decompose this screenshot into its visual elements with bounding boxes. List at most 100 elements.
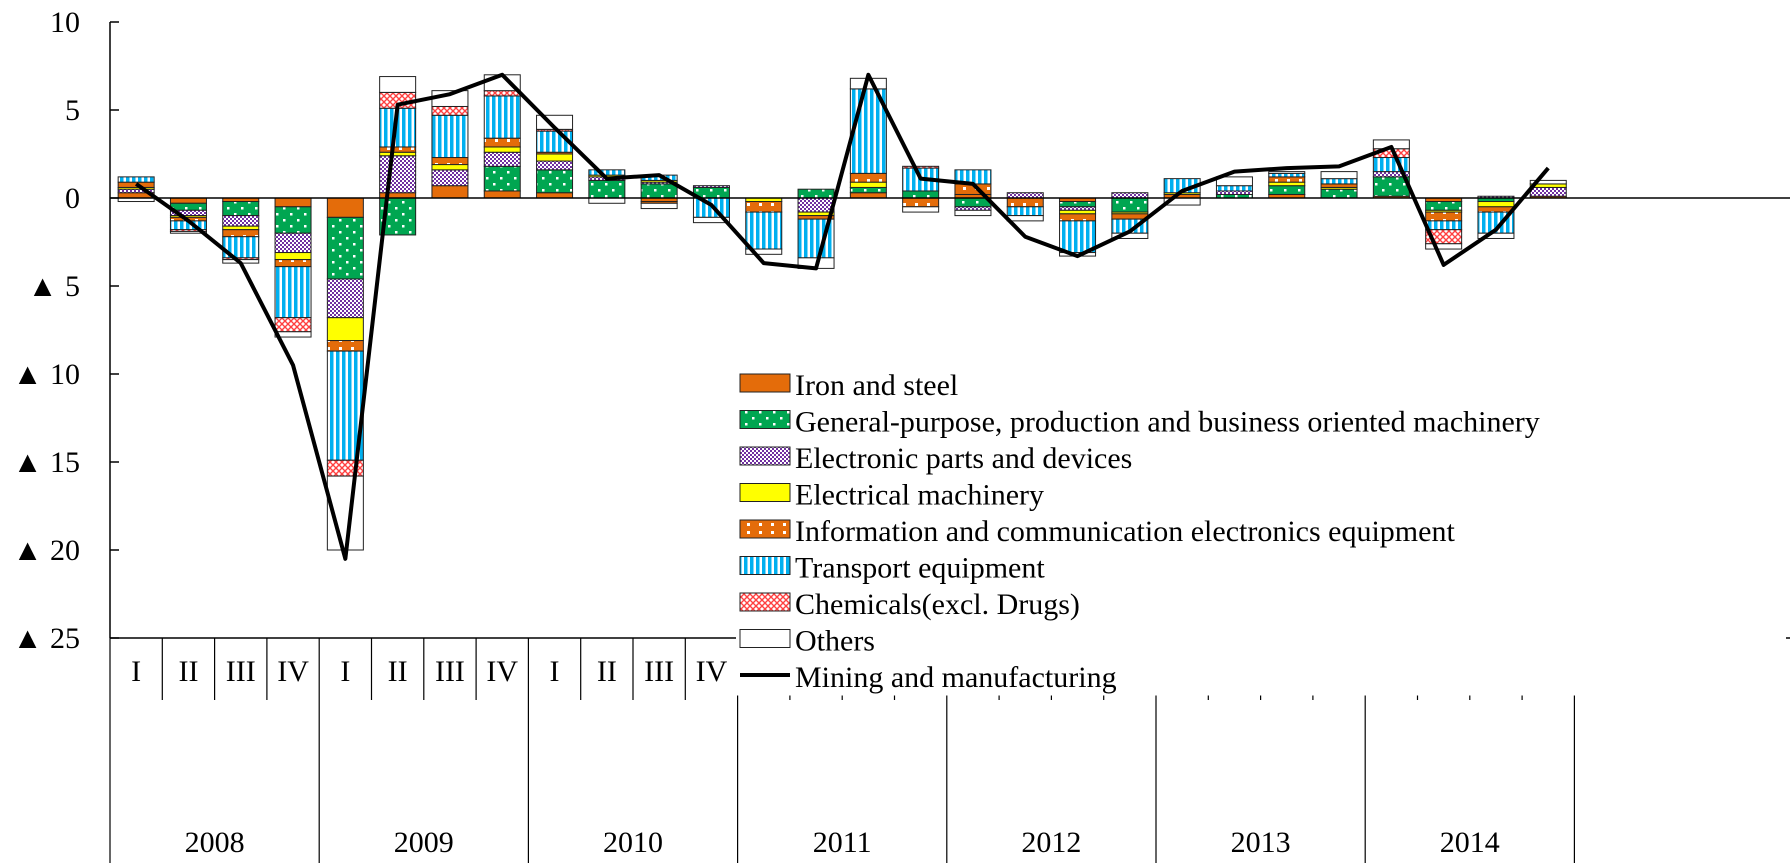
bar-segment-s7-q22 (1268, 171, 1306, 174)
bar-segment-s5-q7 (483, 95, 521, 139)
quarter-label-8: I (550, 655, 560, 688)
bar-segment-s6-q3 (274, 317, 312, 333)
legend-swatch-0 (739, 373, 791, 393)
bar-segment-s4-q5 (379, 146, 417, 153)
y-tick-label-0: 10 (50, 6, 80, 39)
bar-segment-s4-q12 (745, 201, 783, 213)
bar-segment-s5-q3 (274, 266, 312, 319)
bar-segment-s7-q5 (379, 76, 417, 93)
quarter-label-6: III (435, 655, 465, 688)
bar-segment-s1-q13 (797, 188, 835, 199)
bar-segment-s0-q6 (431, 185, 469, 199)
bar-segment-s0-q8 (536, 192, 574, 199)
bar-segment-s0-q14 (849, 192, 887, 199)
bar-segment-s3-q26 (1477, 201, 1515, 208)
bar-segment-s3-q5 (379, 151, 417, 157)
bar-segment-s5-q12 (745, 211, 783, 250)
bar-segment-s4-q19 (1111, 213, 1149, 220)
bar-segment-s1-q18 (1059, 201, 1097, 208)
legend-swatch-5 (739, 556, 791, 575)
bar-segment-s1-q10 (640, 183, 678, 199)
bar-segment-s5-q0 (117, 176, 155, 183)
bar-segment-s3-q6 (431, 164, 469, 171)
bar-segment-s3-q14 (849, 181, 887, 188)
bar-segment-s5-q18 (1059, 220, 1097, 254)
bar-segment-s4-q17 (1006, 197, 1044, 208)
bar-segment-s2-q2 (222, 215, 260, 227)
y-tick-label-1: 5 (65, 94, 80, 127)
legend-label-2: Electronic parts and devices (795, 442, 1132, 475)
bar-segment-s7-q11 (692, 216, 730, 224)
year-label-2014: 2014 (1440, 826, 1500, 859)
legend-label-1: General-purpose, production and business… (795, 406, 1540, 439)
legend-label-7: Others (795, 625, 875, 658)
bar-segment-s6-q15 (902, 165, 940, 169)
quarter-label-9: II (597, 655, 617, 688)
bar-segment-s7-q16 (954, 209, 992, 217)
legend-label-6: Chemicals(excl. Drugs) (795, 588, 1080, 621)
bar-segment-s1-q8 (536, 169, 574, 194)
bar-segment-s5-q24 (1372, 157, 1410, 173)
legend-swatch-3 (739, 483, 791, 502)
bar-segment-s4-q4 (326, 340, 364, 352)
bar-segment-s4-q2 (222, 229, 260, 238)
y-tick-label-3: ▲ 5 (28, 270, 80, 303)
bar-segment-s2-q7 (483, 151, 521, 167)
bar-segment-s1-q4 (326, 216, 364, 280)
quarter-label-10: III (644, 655, 674, 688)
legend-label-3: Electrical machinery (795, 479, 1044, 512)
bar-segment-s3-q22 (1268, 181, 1306, 187)
bar-segment-s6-q6 (431, 105, 469, 116)
bar-segment-s7-q10 (640, 202, 678, 210)
quarter-label-0: I (131, 655, 141, 688)
bar-segment-s5-q25 (1425, 220, 1463, 231)
legend-label-5: Transport equipment (795, 552, 1045, 585)
bar-segment-s7-q17 (1006, 215, 1044, 222)
legend-label-4: Information and communication electronic… (795, 515, 1455, 548)
legend-swatch-6 (739, 592, 791, 612)
bar-segment-s6-q7 (483, 90, 521, 97)
bar-segment-s4-q18 (1059, 213, 1097, 222)
bar-segment-s1-q19 (1111, 197, 1149, 213)
bar-segment-s2-q27 (1529, 186, 1567, 197)
bar-segment-s2-q4 (326, 278, 364, 319)
bar-segment-s5-q22 (1268, 172, 1306, 178)
bar-segment-s3-q4 (326, 317, 364, 342)
bar-segment-s4-q3 (274, 259, 312, 268)
bar-segment-s7-q21 (1215, 176, 1253, 187)
bar-segment-s2-q6 (431, 169, 469, 187)
legend: Iron and steel General-purpose, productio… (736, 359, 1786, 696)
bar-segment-s5-q6 (431, 114, 469, 159)
bar-segment-s4-q26 (1477, 206, 1515, 213)
bar-segment-s2-q8 (536, 160, 574, 171)
bar-segment-s0-q3 (274, 197, 312, 208)
bar-segment-s4-q22 (1268, 176, 1306, 183)
quarter-label-3: IV (277, 655, 309, 688)
bar-segment-s1-q23 (1320, 188, 1358, 199)
bar-segment-s2-q16 (954, 206, 992, 211)
bars-layer (117, 74, 1567, 551)
bar-segment-s4-q25 (1425, 211, 1463, 222)
bar-segment-s7-q27 (1529, 179, 1567, 185)
bar-segment-s7-q15 (902, 206, 940, 213)
year-label-2012: 2012 (1021, 826, 1081, 859)
quarter-label-1: II (178, 655, 198, 688)
bar-segment-s3-q8 (536, 153, 574, 162)
y-tick-label-6: ▲ 20 (13, 534, 80, 567)
bar-segment-s4-q7 (483, 137, 521, 148)
year-label-2009: 2009 (394, 826, 454, 859)
bar-segment-s2-q21 (1215, 190, 1253, 195)
legend-swatch-1 (739, 410, 791, 429)
bar-segment-s5-q9 (588, 169, 626, 176)
bar-segment-s3-q18 (1059, 209, 1097, 215)
bar-segment-s4-q15 (902, 197, 940, 208)
bar-segment-s1-q25 (1425, 201, 1463, 211)
bar-segment-s7-q23 (1320, 171, 1358, 180)
bar-segment-s2-q19 (1111, 192, 1149, 199)
legend-swatch-2 (739, 446, 791, 466)
y-tick-label-5: ▲ 15 (13, 446, 80, 479)
y-tick-label-2: 0 (65, 182, 80, 215)
bar-segment-s7-q26 (1477, 232, 1515, 239)
quarter-label-4: I (340, 655, 350, 688)
